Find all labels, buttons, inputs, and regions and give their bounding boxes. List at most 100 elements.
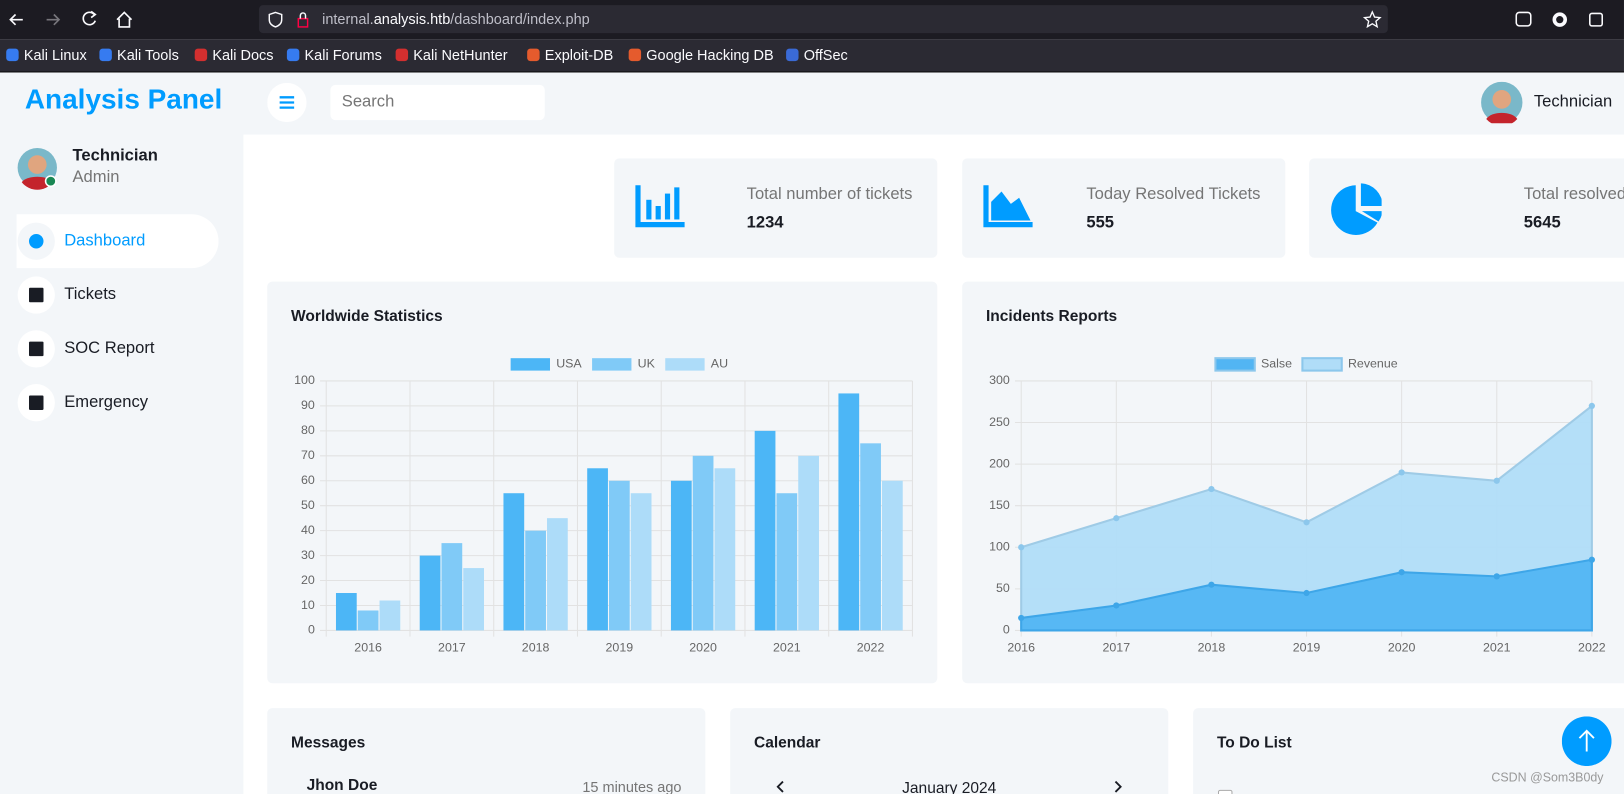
point [1303,519,1310,526]
point [1113,602,1120,609]
legend-swatch [1301,357,1343,372]
bar [379,600,401,631]
point [1208,581,1215,588]
nav-item[interactable]: Tickets [17,268,219,322]
bookmark-icon [99,48,112,62]
bookmark[interactable]: Kali Linux [23,46,87,64]
bar [776,493,798,631]
stat-card: Total resolved 5645 [1309,158,1624,258]
bookmark-icon [395,48,409,62]
calendar-arrows[interactable] [772,778,1134,794]
bookmark[interactable]: Kali Docs [212,46,274,64]
y-tick-label: 50 [301,498,315,512]
bookmark-star[interactable] [1362,10,1382,29]
back-to-top[interactable] [1561,716,1612,767]
x-tick-label: 2017 [438,640,466,654]
y-tick-label: 0 [308,623,315,637]
card-title: To Do List [1216,733,1292,752]
y-tick-label: 50 [996,581,1010,595]
bar [692,455,714,631]
todo-card: To Do List [1193,708,1624,794]
bar [608,480,630,631]
toolbar-icons[interactable] [1507,8,1611,31]
stat-icon [1330,183,1383,240]
stat-card: Today Resolved Tickets 555 [962,158,1286,258]
stat-text: Total number of tickets 1234 [747,185,913,233]
url-domain: analysis.htb [373,10,451,27]
point [1113,515,1120,522]
x-tick-label: 2017 [1103,640,1131,654]
legend: USA UK AU [510,357,728,371]
profile-name: Technician [72,146,158,165]
stat-card: Total number of tickets 1234 [614,158,938,258]
stat-label: Total resolved [1523,185,1624,203]
bar [838,393,860,631]
bar [587,468,608,631]
bar [503,493,525,631]
bar [525,530,546,631]
bar [670,480,692,631]
nav-icon [17,330,55,368]
stat-label: Today Resolved Tickets [1086,185,1261,203]
x-tick-label: 2021 [1483,640,1511,654]
stat-value: 555 [1086,214,1115,232]
user-name[interactable]: Technician [1533,93,1613,111]
x-tick-label: 2020 [689,640,717,654]
bookmark[interactable]: Kali Forums [304,46,382,64]
brand[interactable]: Analysis Panel [24,83,223,115]
nav-icon [17,384,55,422]
bar [798,455,819,631]
stat-value: 5645 [1523,214,1561,232]
bookmark[interactable]: Kali Tools [117,46,179,64]
legend-swatch [1214,357,1256,372]
y-tick-label: 200 [989,456,1010,470]
x-tick-label: 2016 [1007,640,1035,654]
nav-icon [17,222,55,260]
y-tick-label: 40 [301,523,315,537]
messages-card: Messages Jhon Doe 15 minutes ago [267,708,706,794]
card-title: Messages [291,733,366,752]
bar [860,443,881,631]
chart-card: Incidents Reports 0 50 100 150 200 250 300 2016… [962,281,1624,684]
stat-text: Total resolved 5645 [1524,185,1624,233]
x-tick-label: 2022 [1578,640,1606,654]
bookmark[interactable]: Exploit-DB [544,46,614,64]
x-tick-label: 2021 [773,640,801,654]
x-tick-label: 2018 [522,640,550,654]
x-tick-label: 2018 [1198,640,1226,654]
point [1493,477,1500,484]
bookmark-icon [628,48,642,62]
nav-buttons[interactable] [0,0,145,39]
todo-checkbox[interactable] [1217,789,1233,794]
legend-swatch [665,358,705,371]
point [1018,544,1025,551]
legend-label: USA [556,357,582,371]
bookmark[interactable]: Kali NetHunter [413,46,508,64]
chart-title: Incidents Reports [985,307,1118,326]
y-tick-label: 60 [301,473,315,487]
search-input[interactable]: Search [330,84,545,121]
chart-card: Worldwide Statistics 0 10 20 30 40 50 60 70 80 90… [267,281,938,684]
x-tick-label: 2020 [1388,640,1416,654]
y-tick-label: 250 [989,415,1010,429]
point [1588,556,1595,563]
nav-item[interactable]: SOC Report [17,322,219,376]
y-tick-label: 100 [294,373,315,387]
nav-item[interactable]: Dashboard [16,214,219,269]
url-bar[interactable]: internal.analysis.htb/dashboard/index.ph… [258,5,1388,34]
bar [630,493,652,631]
url-path: /dashboard/index.php [450,10,590,27]
bookmark[interactable]: OffSec [803,46,848,64]
bar [463,568,485,631]
y-tick-label: 80 [301,423,315,437]
message-sender: Jhon Doe [306,776,378,794]
bookmark[interactable]: Google Hacking DB [646,46,774,64]
bar [754,430,776,631]
bar [357,610,379,631]
menu-toggle[interactable] [267,82,307,123]
nav-item[interactable]: Emergency [17,376,219,430]
user-avatar[interactable] [1481,81,1523,124]
nav-label: Dashboard [64,231,146,250]
line-chart: 0 50 100 150 200 250 300 2016 2017 2018 2019 2020 20… [989,357,1606,655]
